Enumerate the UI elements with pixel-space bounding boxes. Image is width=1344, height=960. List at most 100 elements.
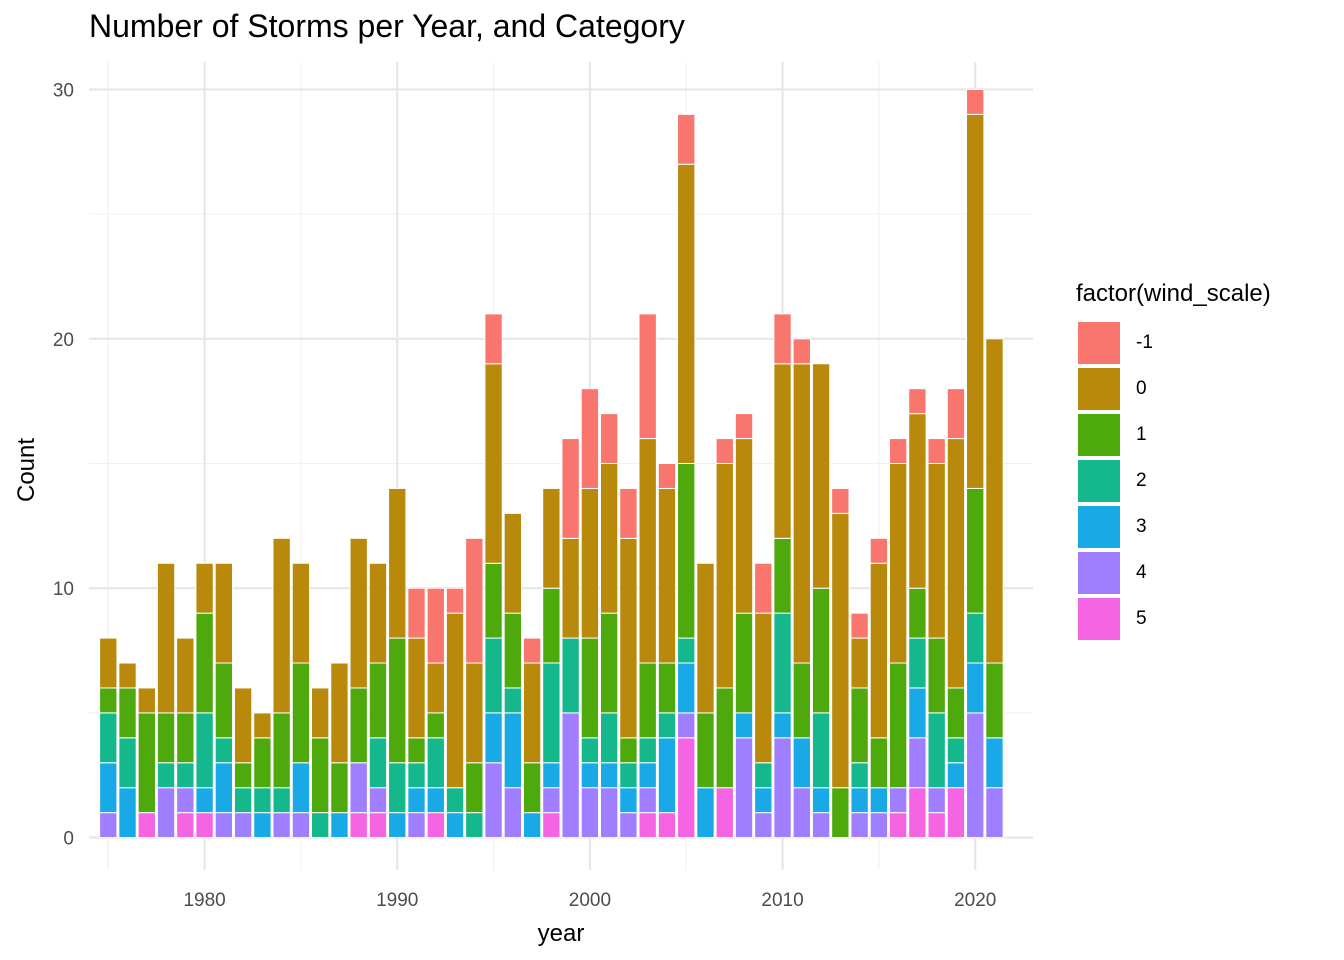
bar-segment <box>657 487 677 664</box>
bar-segment <box>677 712 696 739</box>
bar-segment <box>619 537 638 739</box>
bar-segment <box>946 787 966 839</box>
bar-segment <box>137 687 156 714</box>
bar-segment <box>850 762 869 789</box>
bar-segment <box>99 637 118 689</box>
bar-segment <box>388 812 407 839</box>
bar-segment <box>734 737 754 839</box>
bar-segment <box>599 787 619 839</box>
legend-key-swatch <box>1078 506 1120 548</box>
bar-segment <box>503 612 523 689</box>
x-axis-title: year <box>538 920 585 947</box>
x-tick-label: 1990 <box>376 890 418 911</box>
bar-segment <box>253 712 272 739</box>
y-tick-label: 10 <box>53 579 74 600</box>
bar-segment <box>677 737 696 839</box>
bar-segment <box>696 787 715 839</box>
bar-segment <box>792 363 811 664</box>
bar-segment <box>445 612 465 789</box>
bar-segment <box>773 612 792 714</box>
bar-segment <box>638 787 657 814</box>
bar-segment <box>811 712 831 789</box>
bar-segment <box>811 363 831 589</box>
bar-segment <box>156 787 176 839</box>
bar-segment <box>734 438 754 614</box>
bar-segment <box>445 812 465 839</box>
bar-segment <box>542 487 561 589</box>
bar-segment <box>542 812 561 839</box>
bar-segment <box>677 463 696 639</box>
bar-segment <box>503 712 523 789</box>
legend-label: 0 <box>1136 378 1147 399</box>
bar-segment <box>118 737 137 789</box>
bar-segment <box>966 712 985 839</box>
bar-segment <box>869 787 889 814</box>
bar-segment <box>696 562 715 714</box>
bar-segment <box>426 712 445 739</box>
legend-key-swatch <box>1078 552 1120 594</box>
bar-segment <box>503 787 523 839</box>
bar-segment <box>214 562 234 664</box>
bar-segment <box>388 762 407 814</box>
bar-segment <box>407 587 426 639</box>
bar-segment <box>137 712 156 814</box>
bar-segment <box>214 662 234 739</box>
bar-segment <box>522 637 542 664</box>
bar-segment <box>99 762 118 814</box>
bar-segment <box>734 712 754 739</box>
legend: factor(wind_scale) -1 0 1 2 3 4 5 <box>1076 280 1271 642</box>
bar-segment <box>927 812 946 839</box>
bar-segment <box>156 562 176 714</box>
x-tick-label: 1980 <box>183 890 225 911</box>
bar-segment <box>908 587 927 639</box>
bar-segment <box>599 413 619 465</box>
bar-segment <box>426 587 445 664</box>
bar-segment <box>368 812 388 839</box>
bar-segment <box>985 787 1004 839</box>
bar-segment <box>927 712 946 789</box>
bar-segment <box>368 662 388 739</box>
bar-segment <box>985 737 1004 789</box>
bar-segment <box>869 537 889 564</box>
bar-segment <box>638 737 657 764</box>
bar-segment <box>484 313 503 365</box>
bar-segment <box>426 787 445 814</box>
bar-segment <box>773 737 792 839</box>
bar-segment <box>927 787 946 814</box>
bar-segment <box>542 787 561 814</box>
legend-entry: 1 <box>1078 412 1271 458</box>
bar-segment <box>465 812 484 839</box>
bar-segment <box>156 712 176 764</box>
bar-segment <box>349 762 368 814</box>
bar-segment <box>214 737 234 764</box>
bar-segment <box>426 812 445 839</box>
bar-segment <box>946 762 966 789</box>
bar-segment <box>773 363 792 539</box>
bar-segment <box>619 737 638 764</box>
bar-segment <box>195 812 214 839</box>
x-tick-label: 2020 <box>954 890 996 911</box>
legend-label: 3 <box>1136 516 1147 537</box>
bar-segment <box>484 762 503 839</box>
bar-segment <box>946 438 966 689</box>
bar-segment <box>792 737 811 789</box>
bar-segment <box>811 587 831 714</box>
bar-segment <box>522 812 542 839</box>
bar-segment <box>657 737 677 814</box>
bar-segment <box>985 662 1004 739</box>
bar-segment <box>850 612 869 639</box>
bar-segment <box>503 687 523 714</box>
y-tick-label: 20 <box>53 330 74 351</box>
bar-segment <box>657 463 677 489</box>
bar-segment <box>773 537 792 614</box>
bar-segment <box>638 662 657 739</box>
bar-segment <box>715 787 734 839</box>
bar-segment <box>407 637 426 739</box>
bar-segment <box>233 812 253 839</box>
bar-segment <box>966 88 985 115</box>
bar-segment <box>715 687 734 789</box>
bar-segment <box>580 762 600 789</box>
bar-segment <box>253 812 272 839</box>
bar-segment <box>542 662 561 764</box>
